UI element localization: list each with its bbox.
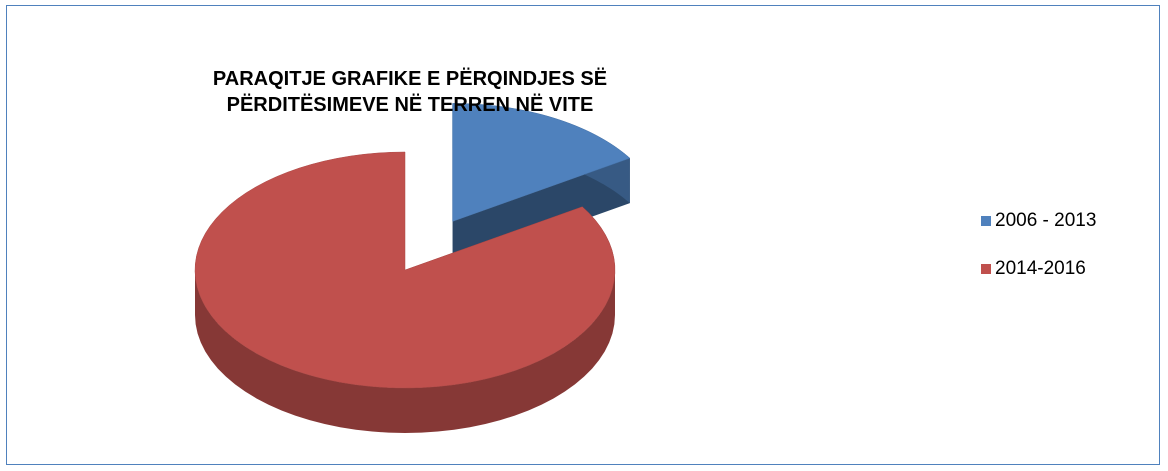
legend-label: 2014-2016 (995, 258, 1086, 279)
legend-item: 2006 - 2013 (981, 210, 1096, 232)
legend-label: 2006 - 2013 (995, 210, 1097, 231)
legend-swatch (981, 216, 991, 226)
legend-swatch (981, 264, 991, 274)
chart-title: PARAQITJE GRAFIKE E PËRQINDJES SË PËRDIT… (212, 68, 608, 116)
slice-wall (195, 270, 615, 433)
chart-frame (6, 5, 1160, 465)
slice (452, 103, 631, 222)
slice (194, 151, 616, 389)
legend-item: 2014-2016 (981, 258, 1086, 280)
